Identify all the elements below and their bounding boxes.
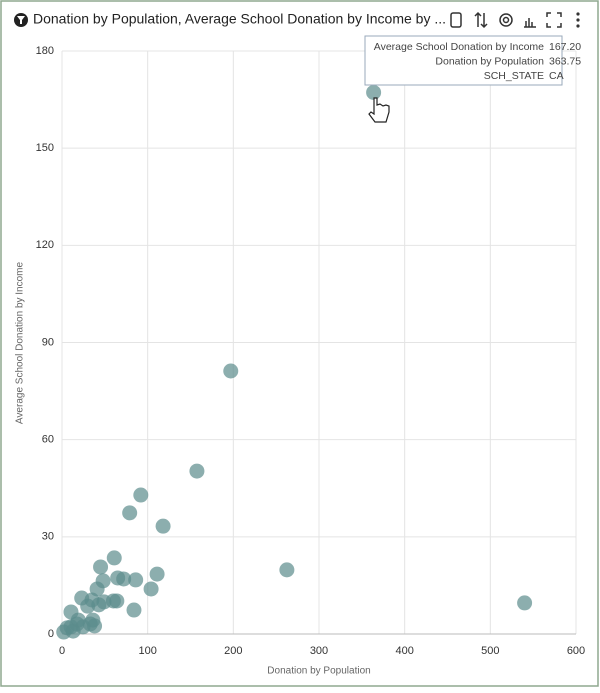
target-inner xyxy=(502,16,510,24)
y-tick-label: 30 xyxy=(42,531,54,543)
scatter-point xyxy=(116,571,132,587)
y-tick-label: 0 xyxy=(48,628,54,640)
tooltip-value: CA xyxy=(549,70,564,82)
scatter-point xyxy=(517,595,533,611)
scatter-point xyxy=(126,602,142,618)
scatter-point xyxy=(366,84,382,100)
toolbar-icon[interactable] xyxy=(450,12,462,28)
scatter-point xyxy=(69,616,85,632)
panel-title: Donation by Population, Average School D… xyxy=(33,11,446,27)
expand-icon[interactable] xyxy=(546,12,562,28)
y-tick-label: 180 xyxy=(36,45,54,57)
x-tick-label: 100 xyxy=(138,645,156,657)
tooltip-label: SCH_STATE xyxy=(484,70,544,82)
tooltip-box xyxy=(364,35,563,86)
scatter-point xyxy=(155,518,171,534)
scatter-point xyxy=(109,593,125,609)
x-tick-label: 600 xyxy=(567,645,585,657)
toolbar xyxy=(450,11,562,29)
menu-dot xyxy=(576,12,580,16)
menu-dot xyxy=(576,24,580,28)
scatter-point xyxy=(93,559,109,575)
menu-dot xyxy=(576,18,580,22)
tooltip-label: Donation by Population xyxy=(435,55,544,67)
scatter-point xyxy=(223,363,239,379)
scatter-point xyxy=(279,562,295,578)
scatter-point xyxy=(56,624,72,640)
scatter-point xyxy=(143,581,159,597)
scatter-point xyxy=(106,550,122,566)
x-axis-title: Donation by Population xyxy=(267,666,370,677)
scatter-point xyxy=(189,463,205,479)
sort-icon[interactable] xyxy=(474,11,488,29)
scatter-point xyxy=(85,612,101,628)
tooltip: Average School Donation by Income 167.20 D… xyxy=(364,35,581,86)
hand-cursor xyxy=(368,97,390,123)
scatter-point xyxy=(91,597,107,613)
tooltip-label: Average School Donation by Income xyxy=(374,41,544,53)
tooltip-value: 363.75 xyxy=(549,55,581,67)
y-tick-label: 120 xyxy=(36,239,54,251)
y-axis-title: Average School Donation by Income xyxy=(15,261,26,424)
tooltip-value: 167.20 xyxy=(549,41,581,53)
chart-icon[interactable] xyxy=(524,18,536,28)
y-tick-label: 60 xyxy=(42,434,54,446)
filter-glyph xyxy=(17,16,25,24)
y-tick-label: 150 xyxy=(36,142,54,154)
x-tick-label: 500 xyxy=(481,645,499,657)
menu-icon[interactable] xyxy=(576,12,580,28)
y-tick-label: 90 xyxy=(42,336,54,348)
target-icon[interactable] xyxy=(499,13,513,27)
scatter-point xyxy=(133,487,149,503)
x-tick-label: 200 xyxy=(224,645,242,657)
x-tick-label: 400 xyxy=(395,645,413,657)
x-tick-label: 0 xyxy=(59,645,65,657)
scatter-point xyxy=(128,572,144,588)
scatter-point xyxy=(122,505,138,521)
x-tick-label: 300 xyxy=(310,645,328,657)
scatter-point xyxy=(149,566,165,582)
scatter-point xyxy=(80,598,96,614)
